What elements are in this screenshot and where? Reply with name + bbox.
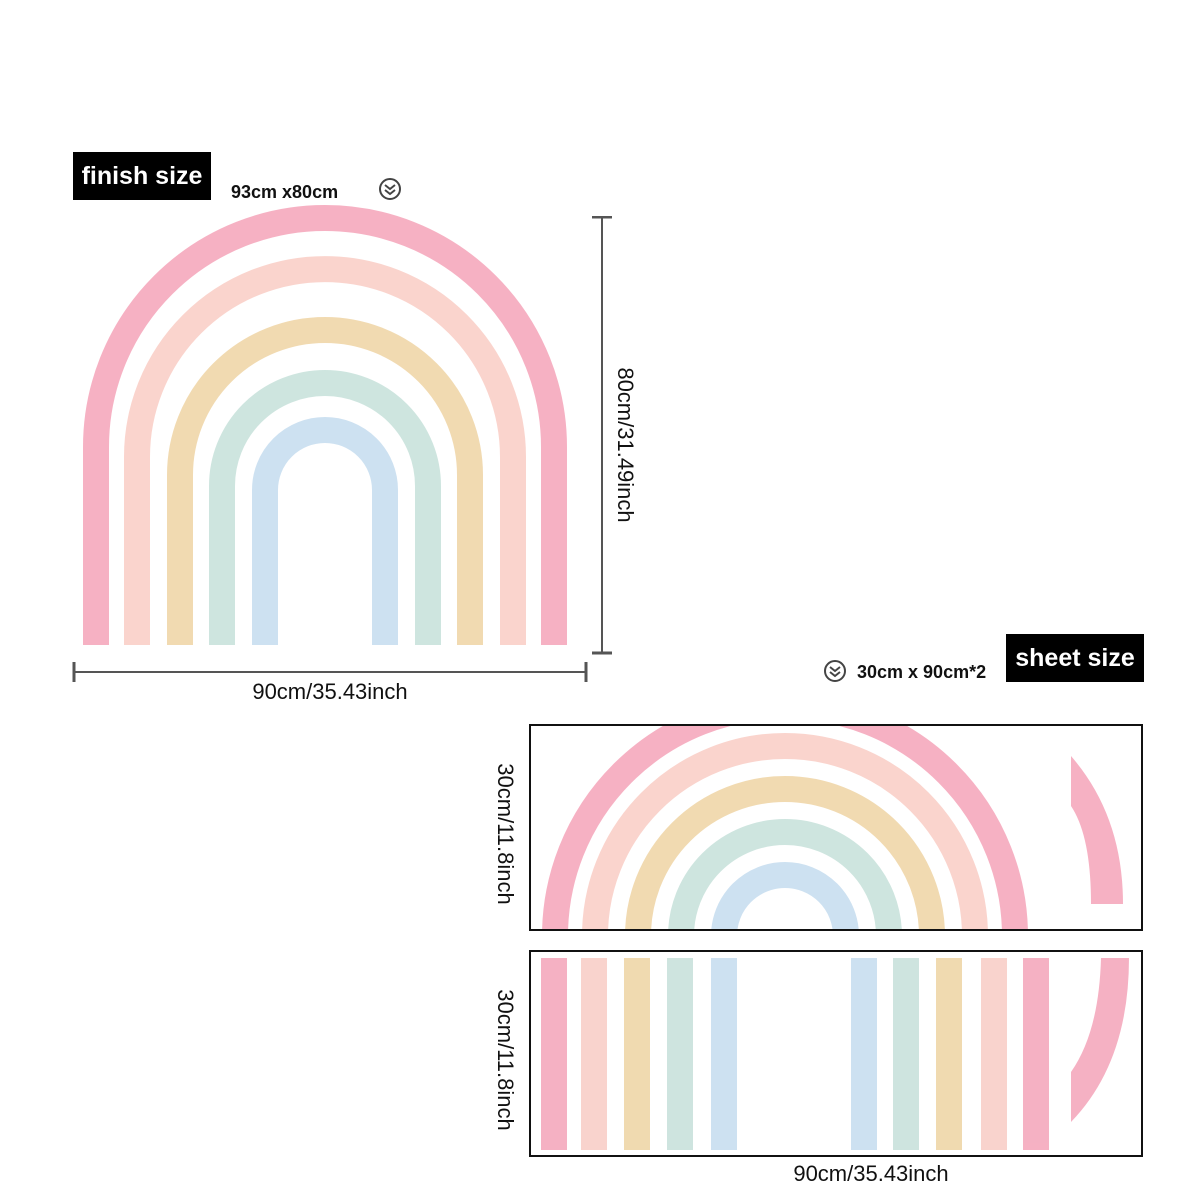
sheet-bottom-leg-blue-left	[711, 958, 737, 1150]
rainbow-band-sand	[167, 317, 483, 645]
sheet-bottom-height-label: 30cm/11.8inch	[493, 989, 518, 1131]
sheet-top-band-blue	[711, 862, 859, 929]
sheet-top-band-pink	[542, 726, 1028, 929]
sheet-top-band-mint	[668, 819, 902, 929]
finish-size-label: finish size	[73, 152, 211, 200]
sheet-top	[529, 724, 1143, 931]
sheet-bottom-side-piece	[1071, 958, 1129, 1122]
sheet-top-band-peach	[582, 733, 988, 929]
sheet-size-label: sheet size	[1006, 634, 1144, 682]
finish-size-label-text: finish size	[81, 161, 203, 190]
rainbow-band-pink	[83, 205, 567, 645]
sheet-bottom-leg-sand-right	[936, 958, 962, 1150]
sheet-size-label-text: sheet size	[1015, 643, 1135, 672]
sheet-top-side-piece	[1071, 756, 1123, 904]
finished-rainbow	[70, 200, 600, 660]
width-dimension-line	[72, 660, 588, 684]
finish-size-value: 93cm x80cm	[231, 182, 339, 202]
height-dimension-line	[590, 216, 614, 656]
sheet-bottom-leg-mint-left	[667, 958, 693, 1150]
sheet-bottom-leg-mint-right	[893, 958, 919, 1150]
rainbow-band-mint	[209, 370, 441, 645]
sheet-size-value: 30cm x 90cm*2	[857, 662, 987, 682]
chevron-double-down-icon	[378, 177, 402, 201]
sheet-top-height-label: 30cm/11.8inch	[493, 763, 518, 905]
sheet-top-band-sand	[625, 776, 945, 929]
sheet-bottom-leg-sand-left	[624, 958, 650, 1150]
sheet-bottom-leg-blue-right	[851, 958, 877, 1150]
rainbow-band-peach	[124, 256, 526, 645]
finish-height-label: 80cm/31.49inch	[613, 367, 638, 523]
sheet-bottom-leg-pink-right	[1023, 958, 1049, 1150]
sheet-bottom	[529, 950, 1143, 1157]
sheet-bottom-leg-pink-left	[541, 958, 567, 1150]
sheet-width-label: 90cm/35.43inch	[793, 1161, 949, 1186]
sheet-bottom-leg-peach-left	[581, 958, 607, 1150]
sheet-bottom-leg-peach-right	[981, 958, 1007, 1150]
chevron-double-down-icon	[823, 659, 847, 683]
finish-width-label: 90cm/35.43inch	[252, 679, 408, 704]
rainbow-band-blue	[252, 417, 398, 645]
